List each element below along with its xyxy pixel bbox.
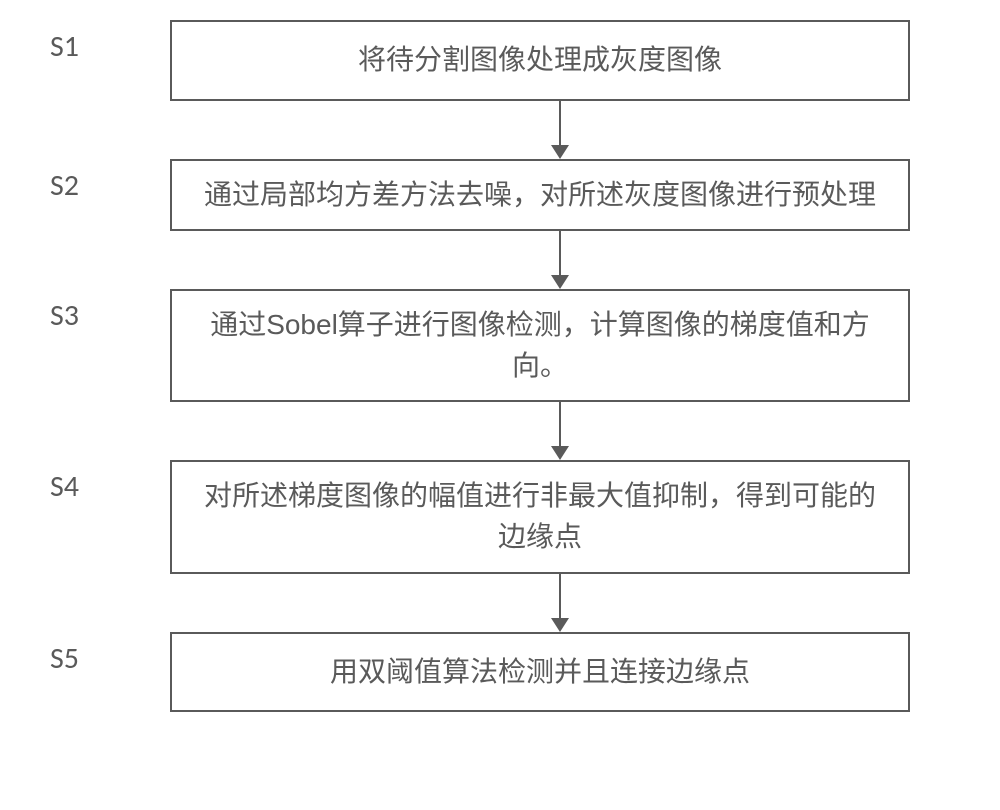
step-label-s5: S5: [50, 632, 170, 677]
step-box-s5: 用双阈值算法检测并且连接边缘点: [170, 632, 910, 713]
step-box-s4: 对所述梯度图像的幅值进行非最大值抑制，得到可能的边缘点: [170, 460, 910, 573]
step-label-s4: S4: [50, 460, 170, 505]
arrow-wrap: [50, 574, 950, 632]
arrow-s1-s2: [190, 101, 930, 159]
flowchart-container: S1 将待分割图像处理成灰度图像 S2 通过局部均方差方法去噪，对所述灰度图像进…: [50, 20, 950, 712]
arrow-wrap: [50, 231, 950, 289]
step-label-s1: S1: [50, 20, 170, 65]
step-row: S5 用双阈值算法检测并且连接边缘点: [50, 632, 950, 713]
step-label-s2: S2: [50, 159, 170, 204]
arrow-s2-s3: [190, 231, 930, 289]
step-row: S2 通过局部均方差方法去噪，对所述灰度图像进行预处理: [50, 159, 950, 232]
arrow-s4-s5: [190, 574, 930, 632]
step-label-s3: S3: [50, 289, 170, 334]
arrow-wrap: [50, 402, 950, 460]
step-row: S3 通过Sobel算子进行图像检测，计算图像的梯度值和方向。: [50, 289, 950, 402]
step-box-s2: 通过局部均方差方法去噪，对所述灰度图像进行预处理: [170, 159, 910, 232]
step-row: S4 对所述梯度图像的幅值进行非最大值抑制，得到可能的边缘点: [50, 460, 950, 573]
arrow-wrap: [50, 101, 950, 159]
step-box-s1: 将待分割图像处理成灰度图像: [170, 20, 910, 101]
arrow-s3-s4: [190, 402, 930, 460]
step-box-s3: 通过Sobel算子进行图像检测，计算图像的梯度值和方向。: [170, 289, 910, 402]
step-row: S1 将待分割图像处理成灰度图像: [50, 20, 950, 101]
